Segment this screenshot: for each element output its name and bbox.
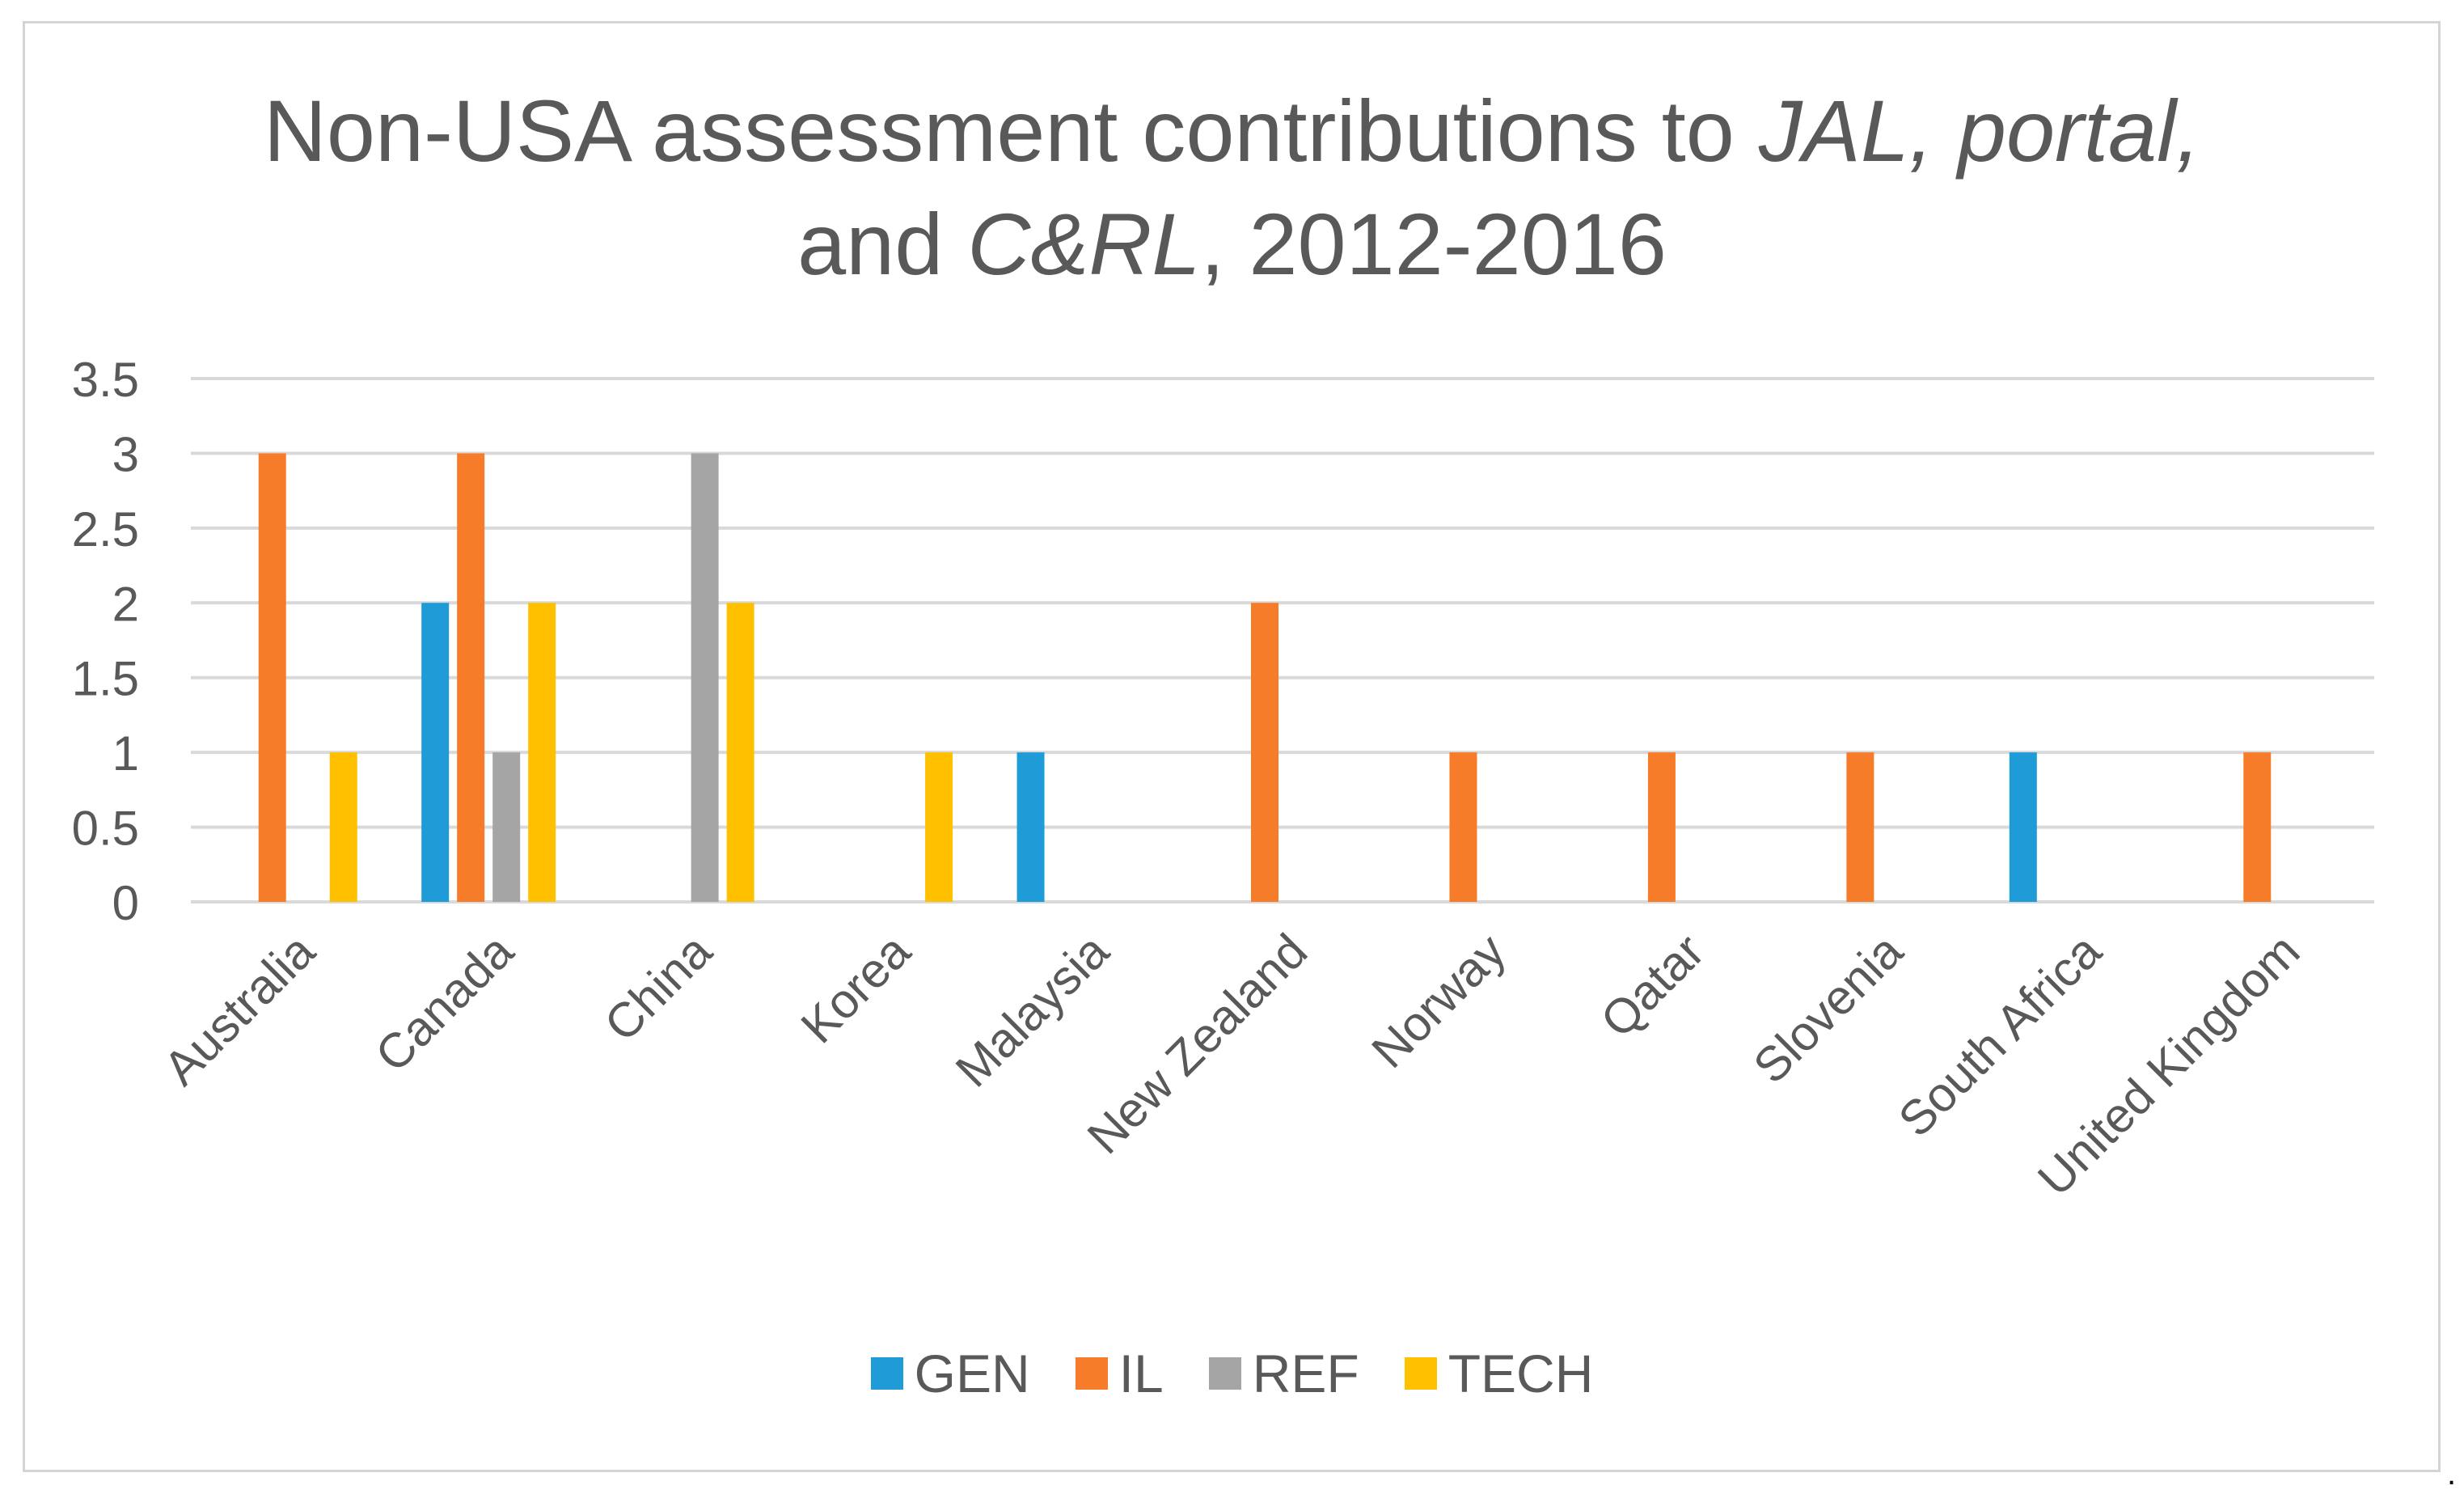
legend-label: REF	[1252, 1344, 1359, 1403]
title-years: , 2012-2016	[1200, 195, 1667, 293]
y-tick-label: 1.5	[72, 652, 139, 706]
title-comma: ,	[2176, 82, 2201, 180]
x-tick-label: Korea	[791, 923, 921, 1053]
title-journal-crl: C&RL	[967, 195, 1201, 293]
legend-label: IL	[1118, 1344, 1164, 1403]
legend-swatch	[870, 1357, 903, 1390]
bar-gen-canada	[421, 603, 450, 902]
bars	[258, 453, 2272, 902]
y-tick-label: 2	[112, 577, 139, 631]
bar-tech-canada	[528, 603, 556, 902]
title-journal-jal: JAL	[1758, 82, 1909, 180]
y-tick-label: 1	[112, 726, 139, 781]
x-tick-label: Malaysia	[945, 923, 1119, 1097]
y-axis-ticks: 0 0.5 1 1.5 2 2.5 3 3.5	[72, 353, 139, 930]
chart-title-line-1: Non-USA assessment contributions to JAL,…	[0, 74, 2464, 188]
y-tick-label: 2.5	[72, 502, 139, 557]
x-tick-label: Slovenia	[1743, 923, 1913, 1094]
x-tick-label: Qatar	[1591, 924, 1714, 1047]
x-tick-label: China	[594, 923, 723, 1052]
bar-tech-australia	[329, 752, 357, 902]
bar-il-norway	[1449, 752, 1477, 902]
bar-tech-korea	[925, 752, 953, 902]
bar-tech-china	[726, 603, 754, 902]
bar-il-new-zealand	[1251, 603, 1278, 902]
title-text-and: and	[797, 195, 968, 293]
legend: GEN IL REF TECH	[0, 1343, 2464, 1404]
legend-swatch	[1208, 1357, 1241, 1390]
bar-il-canada	[457, 453, 485, 902]
chart-title-line-2: and C&RL, 2012-2016	[0, 188, 2464, 301]
bar-il-united-kingdom	[2243, 752, 2272, 902]
legend-item-il: IL	[1075, 1343, 1164, 1404]
bar-il-qatar	[1647, 752, 1676, 902]
bar-gen-south-africa	[2009, 752, 2037, 902]
bar-il-australia	[258, 453, 286, 902]
y-tick-label: 0.5	[72, 802, 139, 856]
trailing-mark: .	[2447, 1456, 2457, 1492]
bar-ref-china	[691, 453, 719, 902]
bar-il-slovenia	[1846, 752, 1874, 902]
legend-swatch	[1075, 1357, 1108, 1390]
x-tick-label: Norway	[1361, 924, 1515, 1078]
y-tick-label: 0	[112, 876, 139, 930]
x-tick-label: Australia	[153, 923, 325, 1095]
x-tick-label: Canada	[365, 923, 523, 1081]
title-text-1: Non-USA assessment contributions to	[263, 82, 1759, 180]
y-tick-label: 3.5	[72, 353, 139, 407]
legend-swatch	[1404, 1357, 1437, 1390]
legend-label: GEN	[914, 1344, 1030, 1403]
legend-item-tech: TECH	[1404, 1343, 1594, 1404]
legend-label: TECH	[1448, 1344, 1594, 1403]
bar-gen-malaysia	[1016, 752, 1045, 902]
legend-item-ref: REF	[1208, 1343, 1359, 1404]
title-separator: ,	[1908, 82, 1958, 180]
legend-item-gen: GEN	[870, 1343, 1030, 1404]
x-tick-label: South Africa	[1888, 923, 2112, 1147]
chart-title: Non-USA assessment contributions to JAL,…	[0, 74, 2464, 301]
title-journal-portal: portal	[1957, 82, 2177, 180]
bar-ref-canada	[492, 752, 521, 902]
y-tick-label: 3	[112, 427, 139, 481]
